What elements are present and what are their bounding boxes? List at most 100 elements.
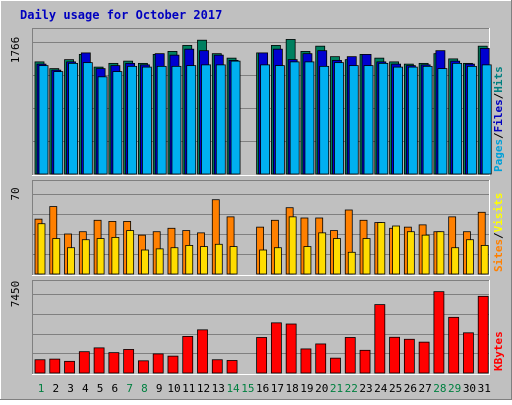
x-axis-label-day-25: 25 — [389, 382, 402, 395]
visits-panel-legend-separator: / — [492, 232, 505, 239]
x-axis-label-day-28: 28 — [433, 382, 446, 395]
x-axis-label-day-8: 8 — [141, 382, 148, 395]
hits-panel-bar-pages-day-7 — [127, 65, 138, 175]
x-axis-label-day-23: 23 — [359, 382, 372, 395]
kbytes-panel-bar-kbytes-day-2 — [49, 358, 61, 374]
x-axis-label-day-26: 26 — [404, 382, 417, 395]
hits-panel-legend-pages: Pages — [492, 139, 505, 172]
hits-panel-bar-pages-day-19 — [304, 61, 315, 175]
visits-panel-bar-sites-day-23 — [362, 238, 371, 275]
hits-panel-bar-pages-day-12 — [201, 64, 211, 175]
hits-panel-bar-pages-day-9 — [156, 65, 167, 175]
kbytes-panel-bar-kbytes-day-26 — [403, 338, 415, 374]
kbytes-panel-bar-kbytes-day-23 — [359, 349, 371, 374]
x-axis-label-day-13: 13 — [212, 382, 225, 395]
kbytes-panel-bar-kbytes-day-10 — [167, 355, 179, 374]
x-axis-label-day-10: 10 — [167, 382, 180, 395]
visits-panel-bar-sites-day-14 — [229, 246, 238, 275]
hits-panel-bar-pages-day-8 — [142, 66, 152, 175]
visits-panel-bar-sites-day-12 — [200, 246, 208, 275]
x-axis-label-day-15: 15 — [241, 382, 254, 395]
hits-panel-ymax-label: 1766 — [9, 37, 22, 64]
hits-panel-bar-pages-day-4 — [82, 62, 93, 175]
x-axis-label-day-12: 12 — [197, 382, 210, 395]
kbytes-panel-bar-kbytes-day-20 — [315, 343, 327, 374]
hits-panel-bar-pages-day-18 — [289, 61, 300, 175]
hits-panel-bar-pages-day-3 — [68, 62, 78, 175]
visits-panel-bar-sites-day-29 — [451, 247, 460, 275]
kbytes-panel-bar-kbytes-day-29 — [448, 316, 460, 374]
visits-panel-bar-sites-day-22 — [347, 251, 356, 275]
chart-title: Daily usage for October 2017 — [20, 8, 222, 22]
hits-panel-bar-pages-day-13 — [215, 64, 226, 175]
x-axis-label-day-3: 3 — [67, 382, 74, 395]
hits-panel-bar-pages-day-24 — [378, 62, 389, 175]
kbytes-panel-bar-kbytes-day-13 — [211, 359, 223, 374]
hits-panel-bar-pages-day-10 — [171, 65, 182, 175]
kbytes-panel-bar-kbytes-day-5 — [93, 347, 105, 374]
visits-panel-bar-sites-day-7 — [126, 230, 135, 275]
visits-panel-bar-sites-day-9 — [155, 248, 164, 275]
kbytes-panel-bar-kbytes-day-21 — [330, 357, 341, 374]
x-axis-label-day-21: 21 — [330, 382, 343, 395]
kbytes-panel-bar-kbytes-day-8 — [138, 360, 149, 374]
visits-panel-bar-sites-day-26 — [406, 231, 415, 275]
x-axis-label-day-22: 22 — [345, 382, 358, 395]
kbytes-panel-bar-kbytes-day-25 — [389, 336, 400, 374]
hits-panel-bar-pages-day-29 — [452, 62, 463, 175]
visits-panel-bar-sites-day-27 — [421, 234, 430, 275]
hits-panel-bar-pages-day-23 — [363, 65, 374, 175]
kbytes-panel-bar-kbytes-day-9 — [152, 353, 164, 374]
kbytes-panel-ymax-label: 7450 — [9, 281, 22, 308]
hits-panel-legend-files: Files — [492, 99, 505, 132]
kbytes-panel-bar-kbytes-day-7 — [123, 349, 135, 374]
hits-panel-legend-separator: / — [492, 132, 505, 139]
kbytes-panel-bar-kbytes-day-17 — [270, 322, 282, 374]
visits-panel-bar-sites-day-4 — [81, 239, 90, 275]
hits-panel-bar-pages-day-26 — [407, 66, 418, 175]
kbytes-panel-bar-kbytes-day-12 — [197, 329, 208, 374]
kbytes-panel-bar-kbytes-day-3 — [64, 360, 75, 374]
visits-panel-bar-sites-day-1 — [37, 223, 46, 275]
visits-panel-bar-sites-day-16 — [259, 249, 268, 275]
x-axis-label-day-2: 2 — [52, 382, 59, 395]
kbytes-panel-bar-kbytes-day-16 — [256, 337, 268, 374]
hits-panel-bar-pages-day-16 — [260, 64, 271, 175]
visits-panel-bar-sites-day-31 — [480, 245, 489, 275]
hits-panel-legend-hits: Hits — [492, 66, 505, 93]
x-axis-label-day-5: 5 — [97, 382, 104, 395]
hits-panel-bar-pages-day-5 — [97, 76, 108, 175]
x-axis-label-day-4: 4 — [82, 382, 89, 395]
visits-panel-bar-sites-day-10 — [170, 247, 179, 275]
kbytes-panel-bar-kbytes-day-24 — [374, 304, 386, 374]
x-axis-label-day-27: 27 — [419, 382, 432, 395]
kbytes-panel-bar-kbytes-day-6 — [108, 352, 120, 374]
x-axis-label-day-31: 31 — [478, 382, 491, 395]
visits-panel-bar-sites-day-19 — [303, 246, 312, 275]
visits-panel-bar-sites-day-24 — [377, 222, 386, 275]
visits-panel-bar-sites-day-13 — [214, 243, 223, 275]
x-axis-label-day-9: 9 — [156, 382, 163, 395]
visits-panel-bar-sites-day-5 — [96, 238, 105, 275]
kbytes-panel-legend-kbytes: KBytes — [492, 331, 505, 371]
visits-panel-bar-sites-day-21 — [333, 238, 341, 275]
x-axis-label-day-1: 1 — [38, 382, 45, 395]
x-axis-label-day-24: 24 — [374, 382, 388, 395]
visits-panel-bar-sites-day-25 — [392, 225, 400, 275]
visits-panel-bar-sites-day-3 — [67, 247, 75, 275]
hits-panel-bar-pages-day-30 — [467, 65, 477, 175]
hits-panel-bar-pages-day-22 — [348, 65, 359, 175]
hits-panel-bar-pages-day-2 — [53, 71, 64, 175]
kbytes-panel-bar-kbytes-day-19 — [300, 348, 312, 374]
x-axis-label-day-17: 17 — [271, 382, 284, 395]
visits-panel-bar-sites-day-2 — [52, 238, 61, 275]
kbytes-panel-bar-kbytes-day-27 — [418, 341, 430, 374]
x-axis-label-day-30: 30 — [463, 382, 476, 395]
x-axis-label-day-6: 6 — [112, 382, 119, 395]
visits-panel-ymax-label: 70 — [9, 187, 22, 200]
kbytes-panel-bar-kbytes-day-31 — [477, 295, 489, 374]
visits-panel-legend-sites: Sites — [492, 239, 505, 272]
x-axis-label-day-18: 18 — [286, 382, 299, 395]
hits-panel-bar-pages-day-25 — [393, 66, 403, 175]
